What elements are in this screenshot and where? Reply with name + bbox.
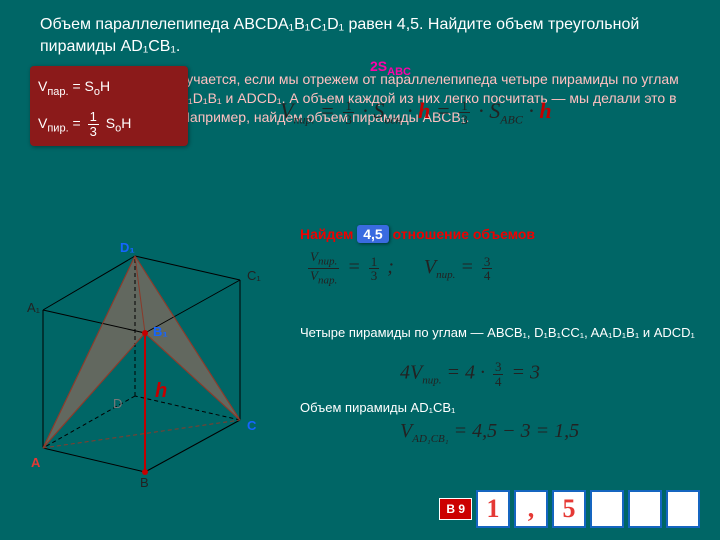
label-b1: B₁ bbox=[153, 324, 168, 339]
final-text: Объем пирамиды AD₁CB₁ bbox=[300, 400, 600, 415]
parallelepiped-volume: Vпар. = SоH bbox=[38, 78, 110, 98]
task-number: В 9 bbox=[439, 498, 472, 520]
parallelepiped-diagram: A B C D A₁ B₁ C₁ D₁ h bbox=[25, 220, 285, 500]
corners-text: Четыре пирамиды по углам — ABCB₁, D₁B₁CC… bbox=[300, 325, 700, 342]
answer-cell[interactable] bbox=[666, 490, 700, 528]
parallelepiped-svg bbox=[25, 220, 285, 500]
label-a: A bbox=[31, 455, 40, 470]
answer-cell[interactable] bbox=[590, 490, 624, 528]
answer-cell[interactable] bbox=[628, 490, 662, 528]
label-a1: A₁ bbox=[27, 300, 40, 315]
answer-bar: В 9 1 , 5 bbox=[439, 490, 700, 528]
volume-formula-box: Vпар. = SоH Vпир. = 13 SоH bbox=[30, 66, 188, 146]
answer-cell[interactable]: , bbox=[514, 490, 548, 528]
problem-text: Объем параллелепипеда ABCDA₁B₁C₁D₁ равен… bbox=[40, 14, 690, 57]
label-h: h bbox=[155, 380, 167, 403]
pyramid-formula: Vпир. = 13 · Sосн · h = 13 · SABC · h bbox=[280, 98, 552, 127]
final-formula: VAD₁CB₁ = 4,5 − 3 = 1,5 bbox=[400, 420, 579, 445]
pyramid-volume: Vпир. = 13 SоH bbox=[38, 110, 131, 138]
label-c: C bbox=[247, 418, 256, 433]
value-chip: 4,5 bbox=[357, 225, 388, 243]
label-d1: D₁ bbox=[120, 240, 135, 255]
answer-cell[interactable]: 1 bbox=[476, 490, 510, 528]
two-s-abc-label: 2SABC bbox=[370, 58, 411, 78]
ratio-label: Найдем 4,5 отношение объемов bbox=[300, 225, 535, 243]
four-pyramids-formula: 4Vпир. = 4 · 34 = 3 bbox=[400, 360, 540, 388]
label-c1: C₁ bbox=[247, 268, 261, 283]
ratio-formula: Vпир.Vпар. = 13 ; Vпир. = 34 bbox=[305, 250, 495, 287]
answer-cell[interactable]: 5 bbox=[552, 490, 586, 528]
label-b: B bbox=[140, 475, 149, 490]
label-d: D bbox=[113, 396, 122, 411]
